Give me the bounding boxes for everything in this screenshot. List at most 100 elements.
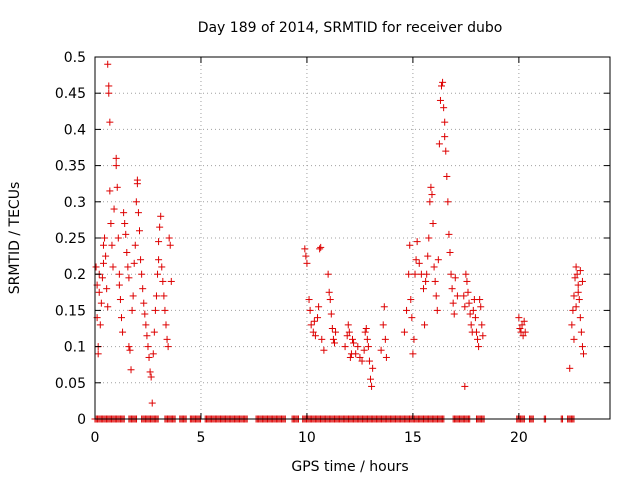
data-point xyxy=(465,299,473,307)
data-point xyxy=(120,209,128,217)
data-point xyxy=(572,303,580,311)
data-point xyxy=(571,274,579,282)
x-tick-label: 20 xyxy=(510,430,528,446)
data-point xyxy=(148,399,156,407)
data-point xyxy=(164,343,172,351)
data-point xyxy=(318,335,326,343)
data-point xyxy=(443,172,451,180)
data-point xyxy=(453,292,461,300)
data-point xyxy=(131,241,139,249)
data-point xyxy=(576,314,584,322)
data-point xyxy=(116,296,124,304)
axis-ticks xyxy=(94,56,610,420)
data-point xyxy=(98,274,106,282)
data-point xyxy=(145,353,153,361)
data-point xyxy=(576,267,584,275)
data-point xyxy=(405,270,413,278)
data-point xyxy=(435,140,443,148)
data-point xyxy=(570,292,578,300)
data-point xyxy=(575,296,583,304)
data-point xyxy=(144,343,152,351)
data-point xyxy=(403,306,411,314)
data-point xyxy=(421,321,429,329)
data-point xyxy=(166,241,174,249)
data-point xyxy=(107,220,115,228)
data-point xyxy=(467,321,475,329)
data-point xyxy=(350,339,358,347)
data-point xyxy=(109,263,117,271)
data-point xyxy=(160,292,168,300)
data-point xyxy=(448,285,456,293)
y-tick-label: 0.45 xyxy=(55,86,86,102)
data-point xyxy=(104,303,112,311)
data-point xyxy=(303,259,311,267)
y-tick-label: 0.15 xyxy=(55,303,86,319)
data-point xyxy=(97,299,105,307)
data-point xyxy=(382,353,390,361)
data-point xyxy=(463,277,471,285)
data-point xyxy=(142,321,150,329)
data-point xyxy=(320,346,328,354)
data-point xyxy=(352,350,360,358)
data-point xyxy=(380,303,388,311)
data-point xyxy=(330,339,338,347)
data-point xyxy=(158,263,166,271)
data-point xyxy=(147,373,155,381)
data-point xyxy=(137,256,145,264)
y-tick-label: 0.2 xyxy=(64,267,86,283)
grid xyxy=(95,57,610,419)
data-point xyxy=(377,346,385,354)
data-point xyxy=(113,183,121,191)
data-point xyxy=(106,187,114,195)
data-point xyxy=(413,238,421,246)
data-point xyxy=(440,104,448,112)
data-point xyxy=(422,277,430,285)
data-point xyxy=(469,306,477,314)
data-point xyxy=(462,270,470,278)
data-point xyxy=(162,321,170,329)
data-point xyxy=(572,263,580,271)
data-point xyxy=(568,321,576,329)
data-point xyxy=(327,310,335,318)
data-point xyxy=(475,343,483,351)
x-tick-label: 0 xyxy=(91,430,100,446)
data-point xyxy=(136,227,144,235)
data-point xyxy=(105,89,113,97)
data-point xyxy=(124,263,132,271)
y-tick-label: 0.4 xyxy=(64,122,86,138)
data-point xyxy=(569,306,577,314)
data-point xyxy=(161,306,169,314)
data-point xyxy=(307,321,315,329)
data-point xyxy=(121,220,129,228)
data-point xyxy=(515,314,523,322)
data-point xyxy=(412,256,420,264)
data-point xyxy=(362,325,370,332)
data-point xyxy=(112,162,120,170)
data-point xyxy=(423,270,431,278)
data-point xyxy=(165,234,173,242)
data-point xyxy=(129,292,137,300)
data-point xyxy=(516,325,524,332)
data-point xyxy=(425,234,433,242)
data-point xyxy=(141,310,149,318)
data-point xyxy=(411,270,419,278)
data-point xyxy=(138,270,146,278)
data-point xyxy=(157,212,165,220)
data-point xyxy=(167,277,175,285)
data-point xyxy=(117,314,125,322)
y-tick-label: 0.5 xyxy=(64,50,86,66)
data-points xyxy=(92,60,588,407)
data-point xyxy=(126,346,134,354)
data-point xyxy=(407,296,415,304)
data-point xyxy=(519,332,527,340)
data-point xyxy=(311,332,319,340)
y-tick-label: 0.1 xyxy=(64,340,86,356)
data-point xyxy=(125,274,133,282)
data-point xyxy=(466,310,474,318)
data-point xyxy=(363,335,371,343)
data-point xyxy=(325,288,333,296)
data-point xyxy=(471,314,479,322)
data-point xyxy=(156,223,164,231)
data-point xyxy=(518,321,526,329)
data-point xyxy=(112,154,120,162)
